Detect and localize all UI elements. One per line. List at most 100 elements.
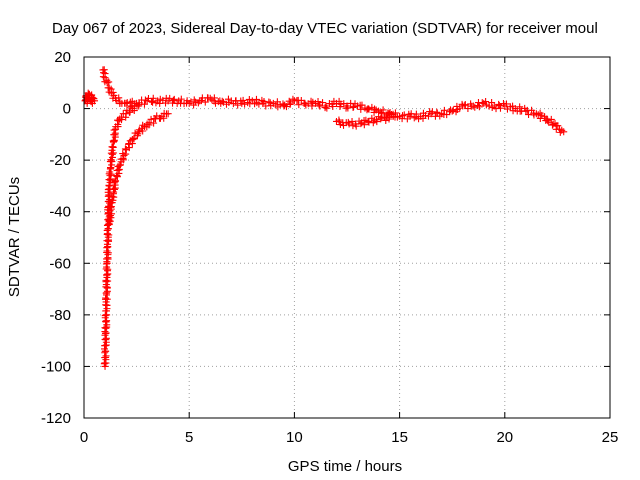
data-point [349, 103, 357, 111]
data-point [360, 121, 368, 129]
data-point [364, 105, 372, 113]
chart-title: Day 067 of 2023, Sidereal Day-to-day VTE… [52, 20, 598, 37]
data-point [461, 101, 469, 109]
data-point [116, 115, 124, 123]
data-point [323, 104, 331, 112]
data-point [103, 255, 111, 263]
data-point [400, 111, 408, 119]
x-tick-label: 20 [496, 429, 513, 446]
data-point [410, 114, 418, 122]
y-axis-title: SDTVAR / TECUs [6, 177, 23, 297]
data-point [496, 104, 504, 112]
data-point [337, 100, 345, 108]
data-point [106, 168, 114, 176]
data-point [107, 164, 115, 172]
data-point [350, 103, 358, 111]
data-point [287, 99, 295, 107]
data-point [549, 120, 557, 128]
data-point [149, 94, 157, 102]
data-point [234, 101, 242, 109]
data-point [103, 301, 111, 309]
data-point [91, 97, 99, 105]
y-tick-label: -100 [41, 358, 71, 375]
data-point [115, 94, 123, 102]
data-point [358, 101, 366, 109]
data-point [478, 99, 486, 107]
data-point [110, 126, 118, 134]
series-falling-arc-b [105, 109, 172, 229]
data-point [150, 119, 158, 127]
data-point [433, 108, 441, 116]
data-layer [81, 66, 568, 370]
data-point [166, 94, 174, 102]
data-point [119, 156, 127, 164]
series-main-arc [99, 66, 568, 136]
data-point [377, 115, 385, 123]
data-point [104, 249, 112, 257]
data-point [102, 294, 110, 302]
data-point [135, 102, 143, 110]
data-point [164, 110, 172, 118]
data-point [103, 244, 111, 252]
data-point [371, 105, 379, 113]
data-point [107, 203, 115, 211]
x-tick-label: 25 [602, 429, 619, 446]
data-point [102, 307, 110, 315]
series-early-cluster [81, 89, 99, 107]
data-point [108, 199, 116, 207]
data-point [373, 118, 381, 126]
data-point [475, 103, 483, 111]
tick-layer [83, 56, 611, 419]
data-point [141, 96, 149, 104]
x-tick-label: 10 [286, 429, 303, 446]
data-point [170, 95, 178, 103]
data-point [544, 117, 552, 125]
data-point [448, 107, 456, 115]
data-point [265, 98, 273, 106]
x-axis-title: GPS time / hours [288, 458, 402, 475]
data-point [122, 99, 130, 107]
y-tick-label: -40 [49, 204, 71, 221]
data-point [547, 115, 555, 123]
data-point [105, 218, 113, 226]
x-tick-label: 15 [391, 429, 408, 446]
data-point [210, 94, 218, 102]
data-point [105, 231, 113, 239]
y-tick-label: -120 [41, 410, 71, 427]
data-point [149, 98, 157, 106]
data-point [357, 105, 365, 113]
data-point [440, 106, 448, 114]
data-point [185, 99, 193, 107]
data-point [156, 99, 164, 107]
data-point [329, 102, 337, 110]
data-point [316, 102, 324, 110]
y-tick-label: 20 [54, 49, 71, 66]
data-point [201, 98, 209, 106]
data-point [191, 98, 199, 106]
data-point [495, 100, 503, 108]
label-layer: 0 5 10 15 20 25 20 0 -20 -40 -60 -80 -100 -120 [41, 49, 618, 446]
data-point [102, 324, 110, 332]
data-point [114, 123, 122, 131]
data-point [113, 173, 121, 181]
data-point [169, 96, 177, 104]
data-point [399, 112, 407, 120]
data-point [103, 237, 111, 245]
data-point [364, 117, 372, 125]
y-tick-label: -80 [49, 307, 71, 324]
data-point [99, 73, 107, 81]
x-tick-label: 0 [80, 429, 88, 446]
data-point [554, 122, 562, 130]
data-point [130, 135, 138, 143]
data-point [560, 128, 568, 136]
data-point [255, 100, 263, 108]
data-point [103, 295, 111, 303]
data-point [102, 276, 110, 284]
data-point [109, 137, 117, 145]
data-point [502, 100, 510, 108]
data-point [103, 79, 111, 87]
data-point [319, 99, 327, 107]
data-point [101, 342, 109, 350]
